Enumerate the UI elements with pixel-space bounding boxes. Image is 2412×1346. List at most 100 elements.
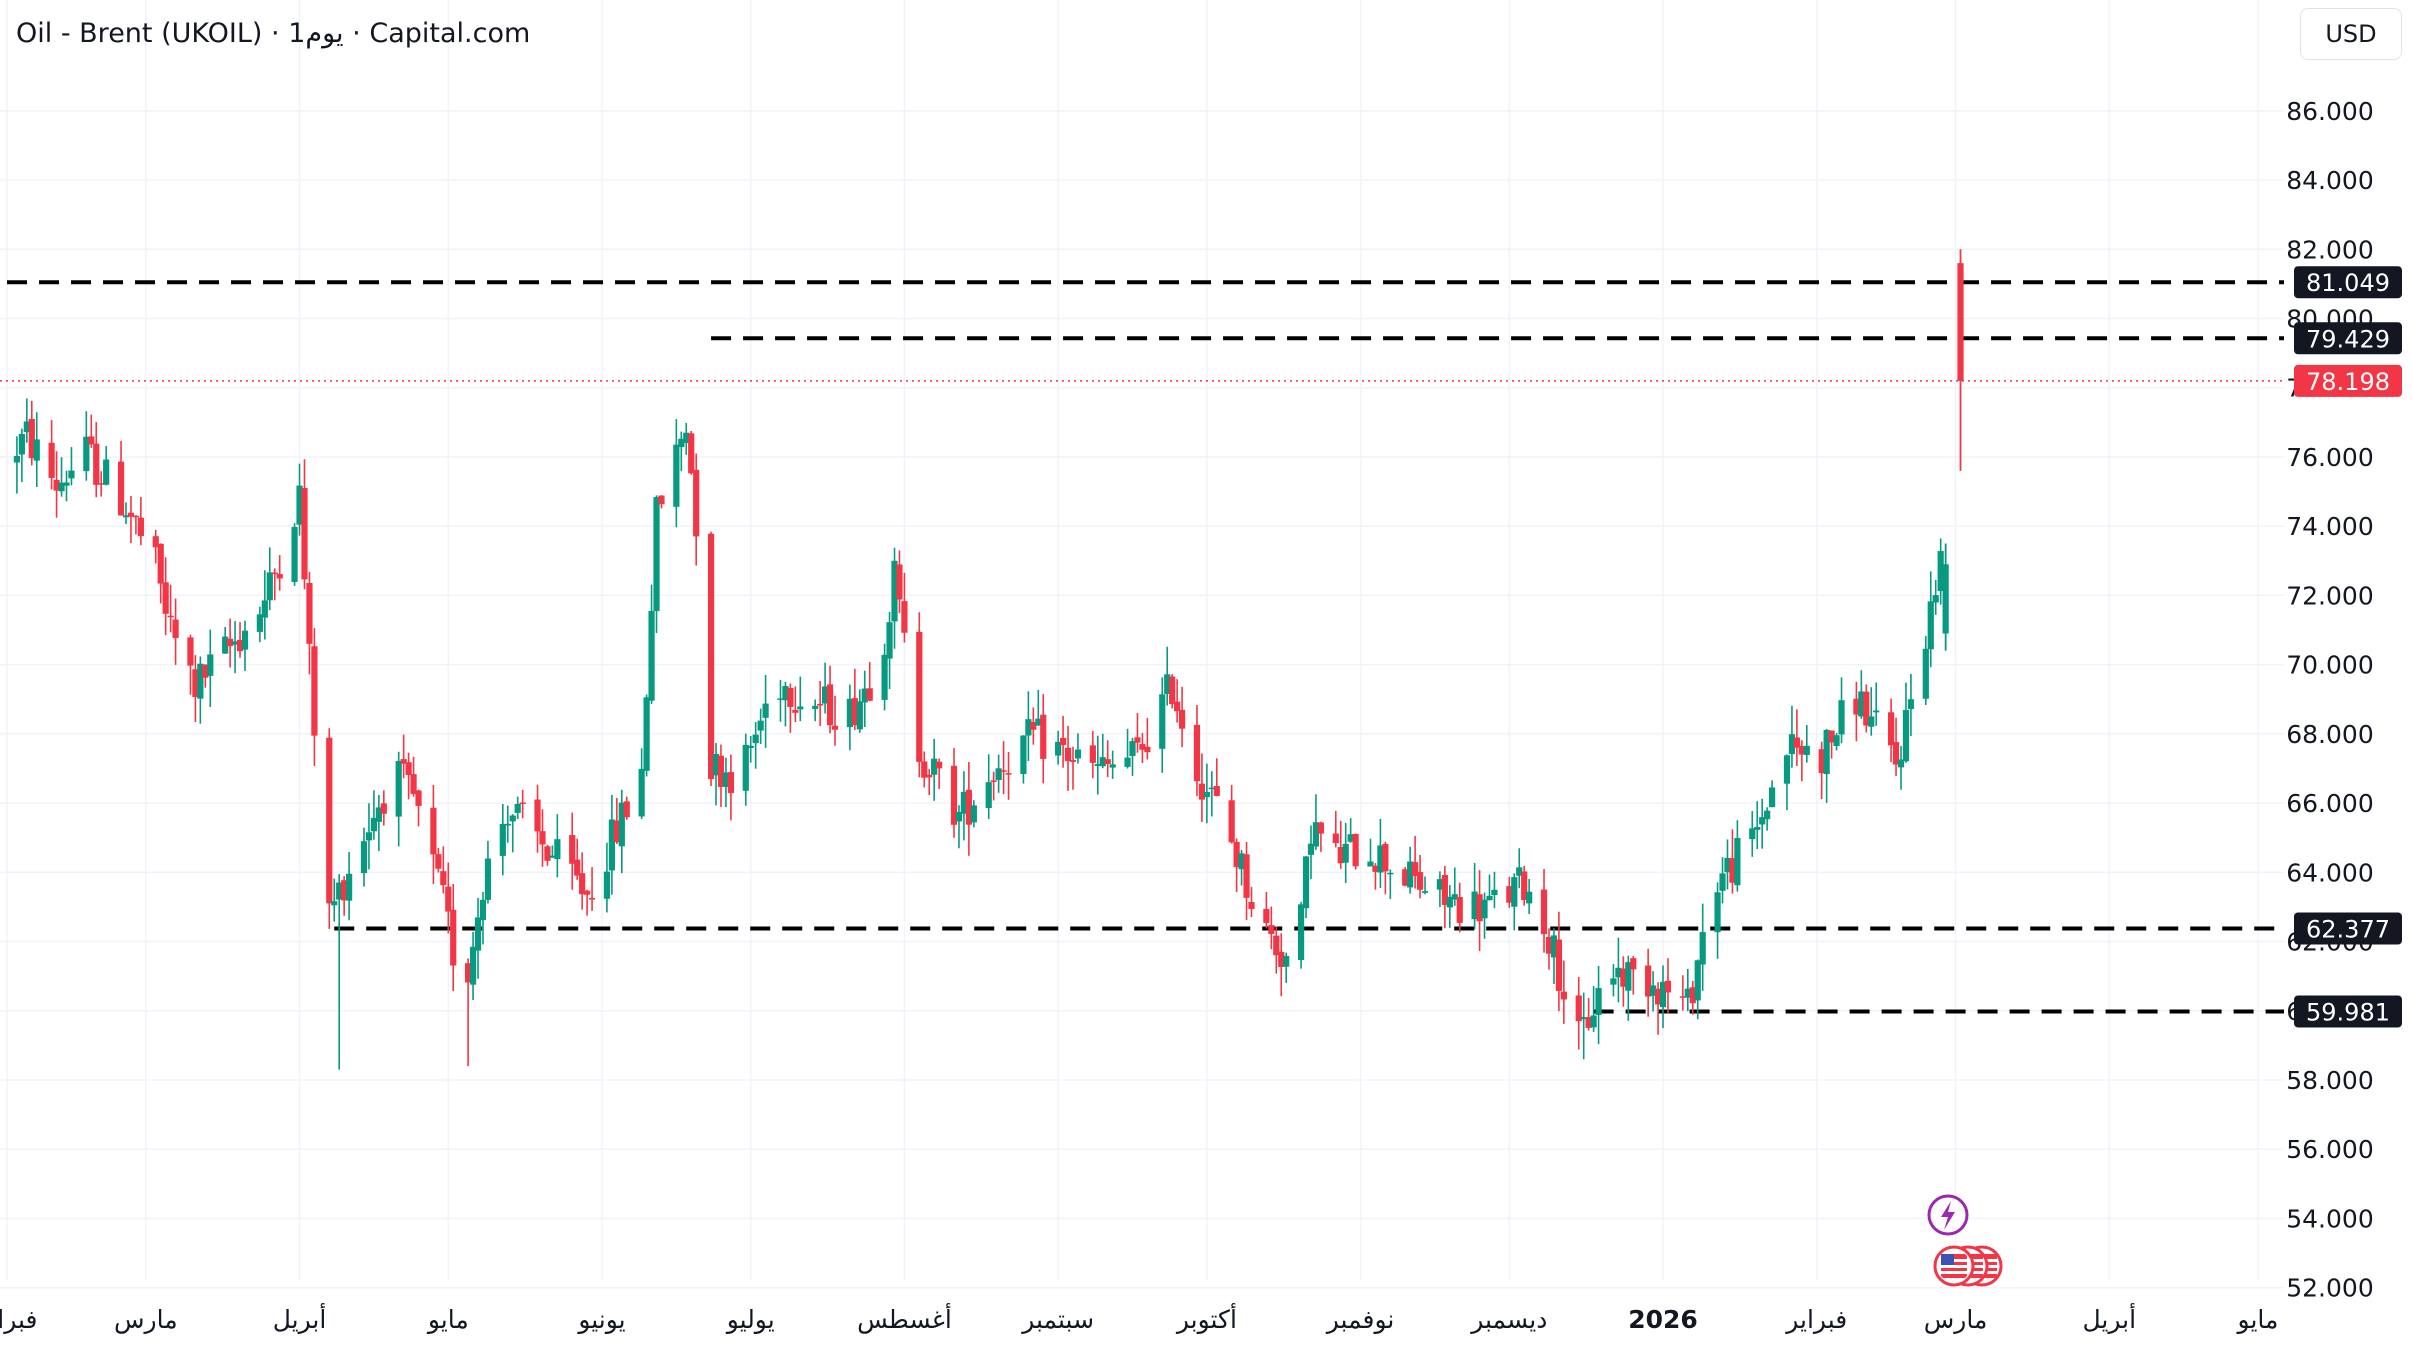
candle (1526, 878, 1533, 914)
candle (1094, 735, 1101, 795)
candle (1228, 784, 1235, 844)
candle (1317, 821, 1325, 852)
y-tick-label: 54.000 (2286, 1204, 2373, 1233)
candle (479, 892, 487, 945)
candle (1035, 689, 1042, 726)
title-separator: · (271, 18, 280, 49)
lightning-icon[interactable] (1927, 1194, 1969, 1236)
candle (588, 867, 596, 911)
candle (18, 428, 25, 483)
candle (1610, 964, 1617, 997)
candle (227, 618, 234, 668)
candle (1645, 948, 1652, 1017)
candle (1615, 937, 1622, 1003)
candle (1511, 873, 1518, 931)
candle (921, 751, 928, 788)
y-tick-label: 56.000 (2286, 1135, 2373, 1164)
candle (1714, 882, 1721, 959)
candle (1402, 866, 1409, 887)
currency-button[interactable]: USD (2300, 8, 2402, 60)
candle (1441, 865, 1448, 929)
candle (1456, 882, 1463, 933)
candle (1099, 733, 1106, 769)
us-flag-icon[interactable] (1933, 1245, 2003, 1287)
x-tick-label: نوفمبر (1325, 1305, 1395, 1334)
candle (127, 495, 135, 544)
candle (375, 795, 382, 852)
candle (1689, 980, 1696, 1015)
event-markers[interactable] (1927, 1194, 2003, 1287)
candle (1491, 871, 1498, 909)
candle (380, 790, 387, 826)
candle (1000, 741, 1007, 795)
candle (752, 722, 759, 769)
candle (1040, 694, 1047, 784)
candle (1798, 740, 1805, 782)
candle (648, 584, 655, 705)
x-tick-label: أبريل (2082, 1302, 2136, 1334)
candle (504, 805, 511, 843)
candle (1302, 856, 1310, 919)
candle (1412, 835, 1419, 889)
candle (727, 754, 734, 821)
candle (207, 629, 214, 707)
level-price-badge: 79.429 (2294, 322, 2402, 355)
candle (1486, 874, 1493, 901)
horizontal-levels[interactable] (0, 280, 2284, 1014)
candle (742, 733, 749, 806)
candle (1555, 911, 1563, 1012)
candle (202, 664, 209, 688)
candle (276, 555, 283, 591)
candle (1659, 965, 1667, 1029)
candle (777, 679, 784, 722)
candle (1788, 705, 1796, 768)
y-tick-label: 66.000 (2286, 789, 2373, 818)
candle (678, 431, 685, 472)
candle (53, 451, 60, 518)
price-badges: 81.049 79.429 62.377 59.981 78.198 (2294, 266, 2402, 1028)
candle (712, 743, 720, 806)
broker-name: Capital.com (369, 18, 531, 49)
candle (554, 814, 561, 878)
candle (266, 547, 273, 611)
y-tick-label: 76.000 (2286, 443, 2373, 472)
candle (1932, 580, 1939, 615)
candle (1754, 801, 1761, 849)
candle (1481, 892, 1488, 939)
candle (1064, 725, 1072, 791)
candle (445, 862, 452, 934)
candle (1025, 691, 1032, 761)
level-price-badge: 62.377 (2294, 912, 2402, 945)
candle (1451, 867, 1458, 906)
interval-label[interactable]: 1يوم (288, 18, 344, 49)
candle (1174, 679, 1181, 723)
candle (484, 840, 492, 904)
y-tick-label: 70.000 (2286, 651, 2373, 680)
candle (1620, 956, 1627, 1007)
candle (1887, 698, 1895, 763)
symbol-name[interactable]: Oil - Brent (UKOIL) (16, 18, 263, 49)
candle (301, 459, 308, 590)
candle (613, 797, 620, 845)
x-tick-label: أكتوبر (1175, 1302, 1237, 1334)
x-tick-label: 2026 (1628, 1305, 1698, 1334)
candle (1724, 839, 1731, 890)
candle (539, 809, 546, 867)
candle (236, 622, 244, 658)
candle (1897, 745, 1905, 790)
candle (1927, 571, 1934, 668)
candle (231, 621, 239, 674)
candle (1337, 820, 1344, 869)
candle (747, 735, 754, 763)
candle (916, 612, 923, 778)
candle (360, 827, 368, 887)
candle (856, 689, 863, 733)
time-axis[interactable]: فبراير مارس أبريل مايو يونيو يوليو أغسطس سبتمبر… (0, 1302, 2278, 1334)
candle (519, 789, 526, 819)
candle (48, 420, 55, 490)
candle (1243, 841, 1250, 921)
candle (707, 531, 715, 787)
candle (1421, 876, 1429, 895)
candle (222, 627, 229, 654)
